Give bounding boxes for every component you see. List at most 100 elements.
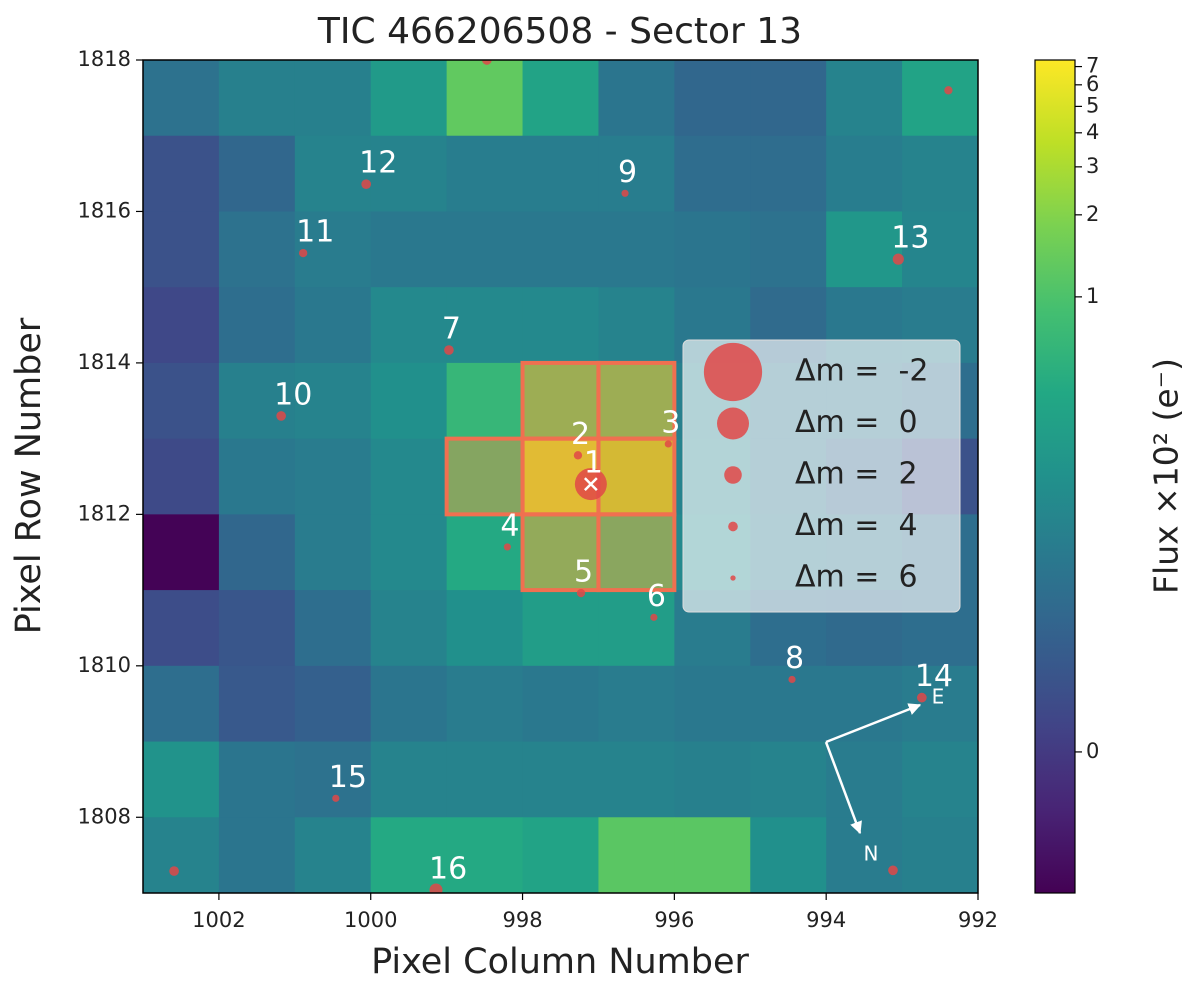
compass-label: N (864, 842, 879, 866)
pixel (598, 211, 674, 287)
star (944, 86, 952, 94)
legend-marker (730, 575, 735, 580)
star-label: 4 (500, 508, 519, 543)
pixel (750, 742, 826, 818)
pixel (750, 60, 826, 136)
pixel (598, 60, 674, 136)
pixel (750, 817, 826, 893)
star (621, 190, 628, 197)
pixel (523, 742, 599, 818)
star (650, 614, 657, 621)
pixel (826, 136, 902, 212)
pixel (523, 666, 599, 742)
pixel (447, 136, 523, 212)
pixel (295, 590, 371, 666)
pixel (750, 136, 826, 212)
pixel (295, 439, 371, 515)
colorbar-tick-label: 1 (1086, 284, 1099, 308)
y-tick-label: 1812 (78, 501, 131, 525)
star-label: 7 (442, 312, 461, 347)
star-label: 3 (661, 405, 680, 440)
colorbar (1035, 60, 1075, 893)
y-tick-label: 1810 (78, 653, 131, 677)
aperture-pixel (598, 439, 674, 515)
compass-label: E (932, 685, 945, 709)
star (299, 249, 307, 257)
pixel (143, 817, 219, 893)
colorbar-tick-label: 2 (1086, 202, 1099, 226)
pixel (219, 211, 295, 287)
x-tick-label: 1002 (192, 908, 245, 932)
star (169, 866, 179, 876)
pixel (371, 211, 447, 287)
pixel (371, 514, 447, 590)
y-tick-label: 1808 (78, 804, 131, 828)
pixel (295, 817, 371, 893)
pixel (143, 439, 219, 515)
colorbar-label: Flux ×10² (e⁻) (1147, 358, 1186, 594)
star (917, 693, 927, 703)
pixel (219, 287, 295, 363)
pixel (295, 666, 371, 742)
pixel (674, 817, 750, 893)
star (276, 411, 286, 421)
star-label: 15 (329, 760, 367, 795)
pixel (371, 590, 447, 666)
pixel (523, 287, 599, 363)
star (361, 179, 371, 189)
pixel (523, 136, 599, 212)
pixel (674, 666, 750, 742)
pixel (371, 287, 447, 363)
x-tick-label: 996 (654, 908, 694, 932)
pixel (143, 211, 219, 287)
star (504, 543, 511, 550)
pixel (598, 666, 674, 742)
star-label: 9 (618, 155, 637, 190)
pixel (523, 817, 599, 893)
legend-marker (704, 343, 762, 401)
legend-label: Δm = 6 (795, 560, 918, 595)
pixel (219, 136, 295, 212)
pixel (219, 666, 295, 742)
pixel (826, 60, 902, 136)
pixel (447, 60, 523, 136)
colorbar-tick-label: 5 (1086, 93, 1099, 117)
pixel (447, 742, 523, 818)
legend-marker (724, 466, 742, 484)
pixel (674, 742, 750, 818)
pixel (826, 742, 902, 818)
pixel (447, 363, 523, 439)
pixel (750, 666, 826, 742)
pixel (371, 742, 447, 818)
y-tick-label: 1814 (78, 350, 131, 374)
star (788, 676, 795, 683)
pixel (295, 287, 371, 363)
x-tick-label: 1000 (344, 908, 397, 932)
pixel (598, 817, 674, 893)
star-label: 11 (296, 215, 334, 250)
colorbar-tick-label: 4 (1086, 120, 1099, 144)
pixel (598, 742, 674, 818)
star (332, 795, 339, 802)
y-tick-label: 1816 (78, 198, 131, 222)
x-tick-label: 994 (806, 908, 846, 932)
pixel (902, 136, 978, 212)
pixel (902, 60, 978, 136)
pixel (902, 742, 978, 818)
pixel (371, 666, 447, 742)
pixel (598, 287, 674, 363)
pixel (143, 136, 219, 212)
pixel (143, 590, 219, 666)
pixel (219, 514, 295, 590)
aperture-pixel (447, 439, 523, 515)
pixel (371, 60, 447, 136)
pixel (143, 666, 219, 742)
legend-label: Δm = 0 (795, 405, 918, 440)
pixel (143, 742, 219, 818)
legend-marker (728, 522, 738, 532)
pixel (295, 514, 371, 590)
pixel (219, 590, 295, 666)
pixel (371, 363, 447, 439)
star (888, 865, 898, 875)
pixel (219, 817, 295, 893)
